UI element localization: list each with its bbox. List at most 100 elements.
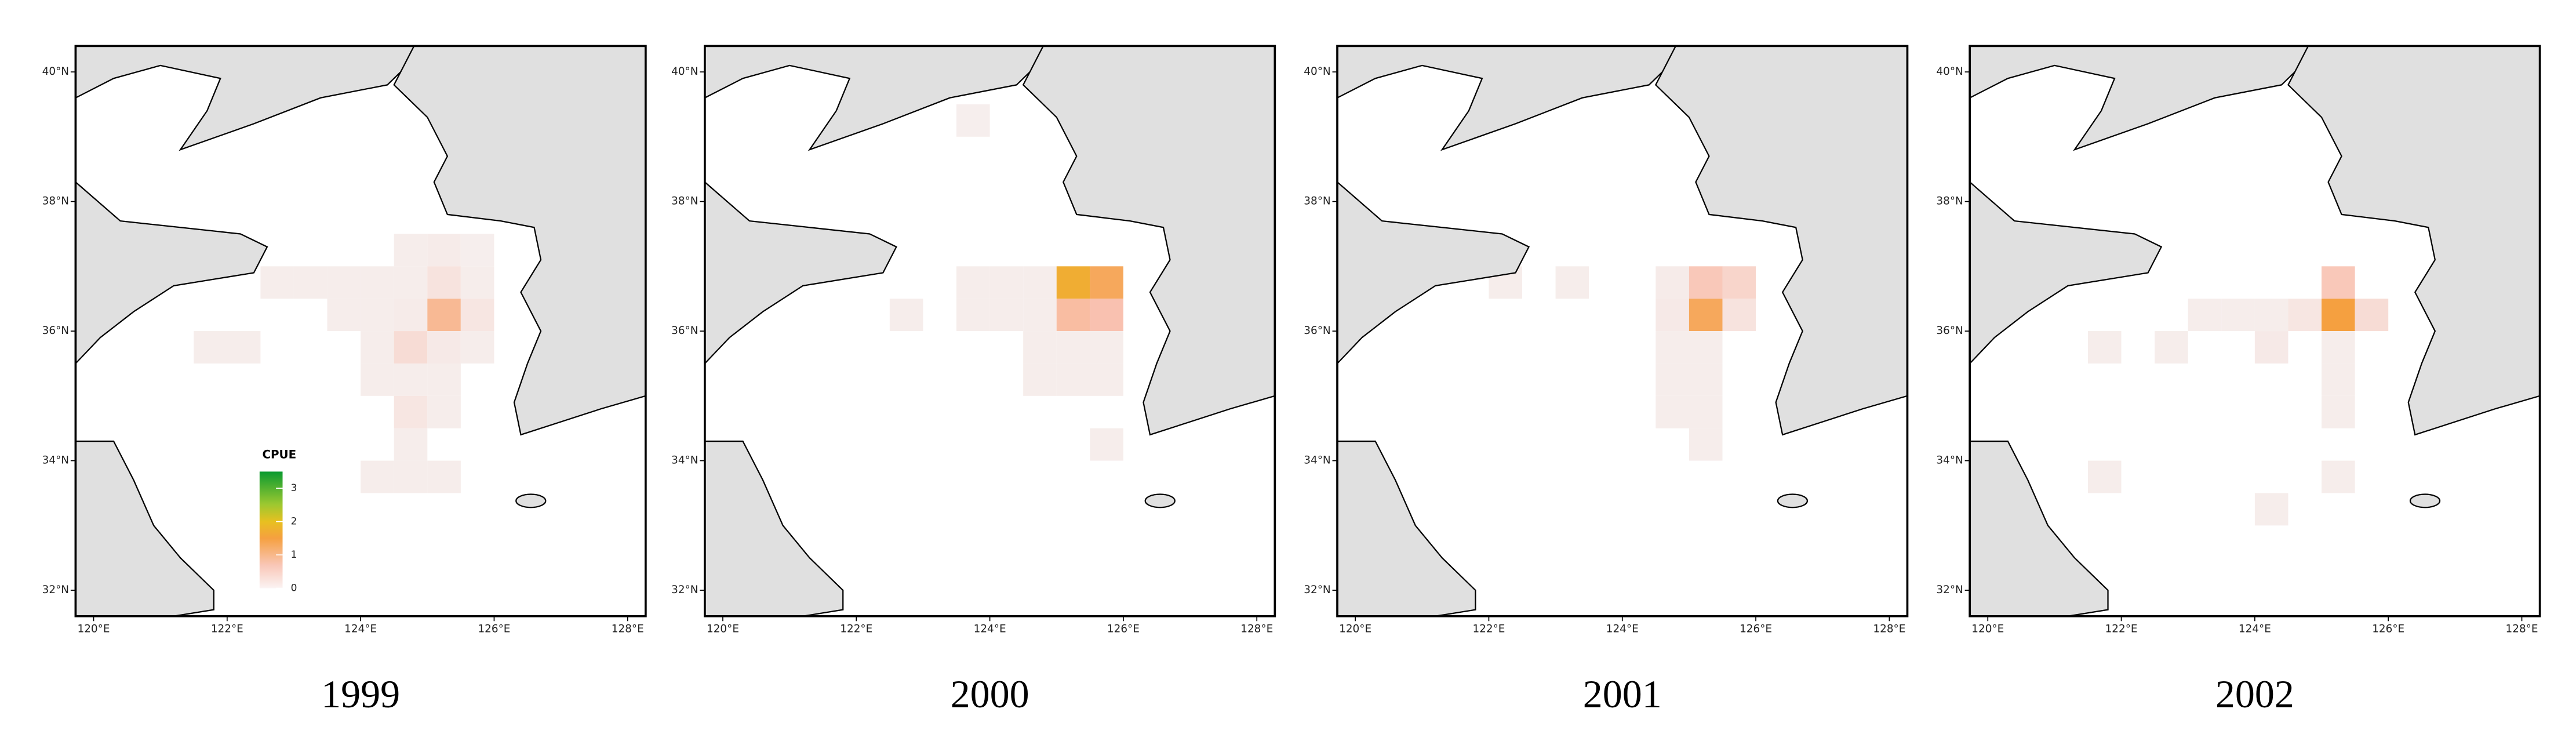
cpue-cell — [2288, 299, 2322, 332]
cpue-cell — [460, 331, 494, 364]
y-tick-label: 40°N — [671, 66, 698, 78]
cpue-cell — [1023, 266, 1057, 299]
x-tick-label: 120°E — [1339, 623, 1371, 635]
legend-title: CPUE — [262, 448, 296, 461]
cpue-cell — [1689, 331, 1723, 364]
y-tick-label: 34°N — [1304, 455, 1330, 467]
cpue-cell — [2254, 331, 2288, 364]
cpue-cell — [394, 299, 428, 332]
y-tick-label: 40°N — [42, 66, 69, 78]
legend-tick-label: 2 — [291, 516, 297, 528]
cpue-cell — [394, 460, 428, 493]
map-panel: 120°E 122°E 124°E 126°E 128°E 32°N 34°N 36°N 38°… — [1304, 45, 1909, 716]
x-tick-label: 126°E — [1107, 623, 1140, 635]
x-tick-label: 126°E — [2372, 623, 2404, 635]
legend-colorbar — [259, 471, 283, 588]
y-tick-label: 36°N — [671, 325, 698, 337]
x-tick-label: 126°E — [1740, 623, 1772, 635]
cpue-cell — [2254, 493, 2288, 526]
x-tick-label: 124°E — [2239, 623, 2271, 635]
cpue-cell — [1023, 299, 1057, 332]
cpue-cell — [460, 299, 494, 332]
cpue-cell — [293, 266, 328, 299]
cpue-cell — [1689, 395, 1723, 428]
cpue-cell — [1090, 266, 1123, 299]
x-tick-label: 120°E — [707, 623, 739, 635]
cpue-cell — [427, 331, 461, 364]
cpue-cell — [2188, 299, 2222, 332]
x-tick-label: 124°E — [344, 623, 377, 635]
cpue-cell — [1722, 299, 1756, 332]
cpue-cell — [2322, 395, 2355, 428]
cpue-cell — [1090, 363, 1123, 396]
x-tick-label: 120°E — [1971, 623, 2004, 635]
land — [75, 46, 428, 151]
land — [704, 181, 897, 365]
x-tick-label: 122°E — [2105, 623, 2138, 635]
cpue-cell — [394, 395, 428, 428]
cpue-cell — [460, 266, 494, 299]
x-tick-label: 120°E — [78, 623, 110, 635]
panel-content — [1970, 46, 2540, 616]
land — [75, 440, 214, 616]
cpue-cell — [2221, 299, 2255, 332]
cpue-cell — [1689, 299, 1723, 332]
cpue-cell — [1056, 331, 1090, 364]
year-label: 2002 — [2215, 672, 2294, 716]
cpue-cell — [989, 266, 1024, 299]
land — [704, 440, 844, 616]
cpue-cell — [1656, 331, 1689, 364]
y-tick-label: 38°N — [42, 195, 69, 208]
cpue-cell — [1689, 363, 1723, 396]
land — [2287, 46, 2540, 436]
x-tick-label: 124°E — [1606, 623, 1639, 635]
cpue-cell — [1090, 428, 1123, 461]
map-panel: 120°E 122°E 124°E 126°E 128°E 32°N 34°N 36°N 38°… — [671, 45, 1276, 716]
cpue-cell — [427, 266, 461, 299]
land — [75, 181, 268, 365]
cpue-cell — [361, 331, 394, 364]
cpue-cell — [361, 266, 394, 299]
cpue-cell — [989, 299, 1024, 332]
y-tick-label: 38°N — [671, 195, 698, 208]
x-tick-label: 126°E — [478, 623, 510, 635]
jeju-island — [2409, 493, 2441, 508]
land — [1970, 181, 2163, 365]
cpue-cell — [956, 266, 990, 299]
cpue-cell — [2087, 331, 2122, 364]
cpue-cell — [327, 266, 361, 299]
x-tick-label: 122°E — [211, 623, 243, 635]
cpue-cell — [1023, 363, 1057, 396]
land — [1654, 46, 1908, 436]
cpue-cell — [1722, 266, 1756, 299]
cpue-cell — [394, 266, 428, 299]
cpue-cell — [1656, 266, 1689, 299]
cpue-cell — [1689, 428, 1723, 461]
legend-tick-label: 1 — [291, 549, 297, 561]
y-tick-label: 36°N — [1936, 325, 1963, 337]
cpue-cell — [956, 104, 990, 137]
x-tick-label: 124°E — [974, 623, 1006, 635]
cpue-cell — [2322, 266, 2355, 299]
land — [704, 46, 1058, 151]
y-tick-label: 36°N — [42, 325, 69, 337]
cpue-cell — [1656, 395, 1689, 428]
land — [1022, 46, 1275, 436]
jeju-island — [515, 493, 547, 508]
cpue-cell — [194, 331, 227, 364]
cpue-cell — [1090, 299, 1123, 332]
cpue-cell — [1689, 266, 1723, 299]
legend-tick-label: 3 — [291, 482, 297, 494]
land — [393, 46, 646, 436]
cpue-cell — [2322, 299, 2355, 332]
y-tick-label: 38°N — [1304, 195, 1330, 208]
cpue-cell — [889, 299, 923, 332]
cpue-cell — [2322, 460, 2355, 493]
panel-content — [75, 46, 646, 616]
land — [1970, 440, 2109, 616]
cpue-cell — [427, 363, 461, 396]
x-tick-label: 128°E — [1873, 623, 1905, 635]
land — [1337, 181, 1530, 365]
cpue-cell — [2254, 299, 2288, 332]
y-tick-label: 34°N — [1936, 455, 1963, 467]
